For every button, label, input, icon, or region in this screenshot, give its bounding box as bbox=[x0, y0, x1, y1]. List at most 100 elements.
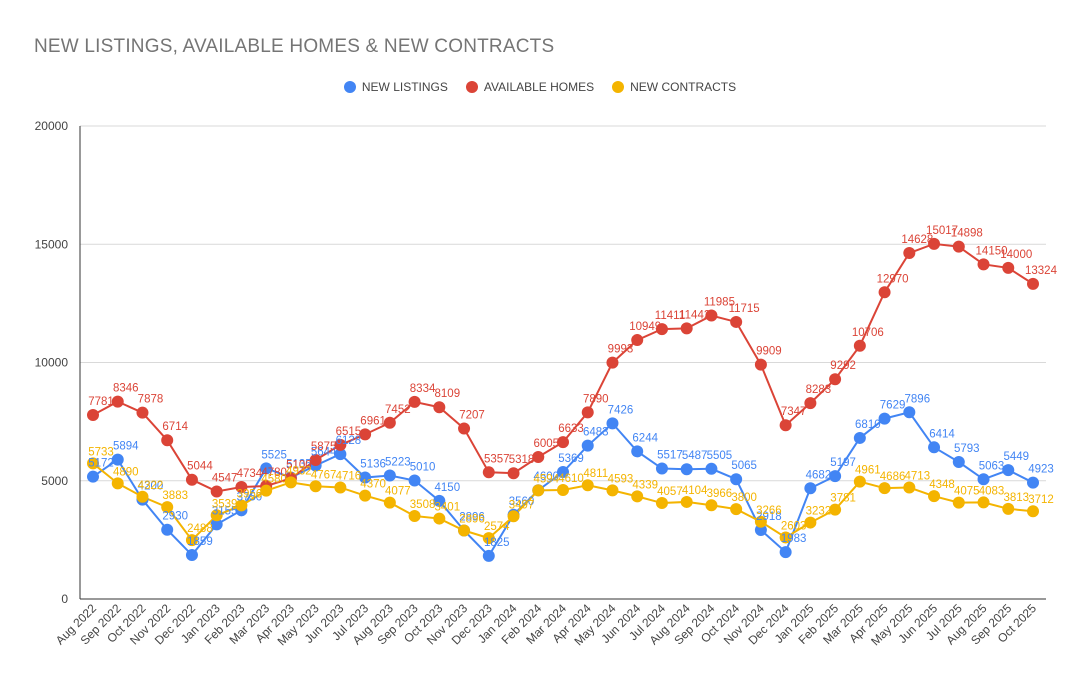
data-point bbox=[952, 240, 965, 253]
data-point bbox=[557, 436, 569, 449]
data-label: 6005 bbox=[533, 438, 559, 450]
data-label: 5223 bbox=[385, 456, 411, 468]
data-label: 11985 bbox=[704, 297, 735, 309]
data-point bbox=[655, 323, 668, 336]
data-label: 14000 bbox=[1000, 249, 1032, 261]
data-point bbox=[161, 501, 174, 514]
data-label: 11411 bbox=[655, 310, 685, 322]
data-label: 5136 bbox=[360, 459, 386, 471]
data-label: 5010 bbox=[410, 462, 436, 474]
data-point bbox=[507, 467, 520, 480]
data-label: 5517 bbox=[657, 450, 683, 462]
data-label: 5197 bbox=[830, 457, 856, 469]
data-label: 5894 bbox=[113, 441, 139, 453]
legend-swatch-new-listings bbox=[343, 81, 356, 93]
data-point bbox=[631, 334, 644, 347]
y-tick-label: 10000 bbox=[35, 356, 69, 370]
data-label: 4923 bbox=[1028, 464, 1054, 476]
data-label: 3401 bbox=[435, 502, 461, 514]
data-label: 5100 bbox=[286, 459, 312, 471]
data-label: 5135 bbox=[286, 459, 312, 471]
legend-item-available-homes[interactable]: AVAILABLE HOMES bbox=[465, 80, 594, 94]
chart-title: NEW LISTINGS, AVAILABLE HOMES & NEW CONT… bbox=[34, 36, 555, 57]
data-label: 4716 bbox=[336, 470, 362, 482]
data-point bbox=[284, 476, 297, 489]
data-label: 5875 bbox=[311, 441, 337, 453]
data-point bbox=[482, 532, 495, 545]
data-label: 7781 bbox=[88, 396, 114, 408]
data-label: 7629 bbox=[880, 400, 906, 412]
data-point bbox=[581, 406, 594, 419]
data-label: 14150 bbox=[976, 245, 1008, 257]
legend-item-new-contracts[interactable]: NEW CONTRACTS bbox=[612, 80, 736, 94]
data-point bbox=[754, 523, 767, 536]
data-label: 2603 bbox=[781, 520, 807, 532]
data-point bbox=[87, 470, 99, 483]
data-point bbox=[359, 428, 372, 441]
data-point bbox=[383, 416, 396, 429]
data-point bbox=[260, 462, 273, 475]
data-point bbox=[408, 510, 421, 523]
data-point bbox=[705, 309, 718, 322]
data-point bbox=[853, 431, 866, 444]
data-point bbox=[309, 454, 322, 467]
data-label: 6483 bbox=[583, 427, 609, 439]
data-point bbox=[482, 466, 495, 479]
data-point bbox=[408, 474, 421, 487]
data-point bbox=[507, 510, 520, 523]
data-point bbox=[878, 286, 891, 299]
data-label: 3266 bbox=[756, 505, 782, 517]
data-point bbox=[655, 497, 668, 510]
data-point bbox=[928, 237, 941, 250]
data-label: 7426 bbox=[608, 404, 634, 416]
data-label: 8283 bbox=[806, 384, 832, 396]
data-label: 2896 bbox=[459, 514, 485, 526]
data-point bbox=[1027, 505, 1039, 518]
data-point bbox=[309, 480, 322, 493]
data-label: 3560 bbox=[509, 496, 535, 508]
data-point bbox=[903, 247, 916, 260]
data-label: 8346 bbox=[113, 383, 139, 395]
data-label: 5525 bbox=[261, 449, 287, 461]
data-label: 5487 bbox=[682, 450, 708, 462]
data-point bbox=[581, 479, 594, 492]
data-label: 9993 bbox=[608, 344, 634, 356]
data-label: 4057 bbox=[657, 486, 683, 498]
data-label: 11442 bbox=[679, 309, 710, 321]
data-label: 3750 bbox=[237, 491, 263, 503]
data-label: 2896 bbox=[459, 512, 485, 524]
data-label: 4961 bbox=[855, 465, 881, 477]
data-label: 9292 bbox=[830, 360, 856, 372]
data-label: 4932 bbox=[286, 465, 312, 477]
data-label: 3508 bbox=[410, 499, 436, 511]
data-point bbox=[87, 457, 99, 470]
y-tick-label: 15000 bbox=[35, 237, 69, 251]
legend-label-new-contracts: NEW CONTRACTS bbox=[630, 80, 737, 94]
data-label: 5318 bbox=[509, 454, 535, 466]
data-point bbox=[754, 358, 767, 371]
data-label: 7207 bbox=[459, 410, 485, 422]
data-label: 10949 bbox=[629, 321, 661, 333]
data-point bbox=[977, 496, 990, 509]
data-point bbox=[779, 546, 792, 559]
data-label: 6810 bbox=[855, 419, 881, 431]
data-label: 5063 bbox=[979, 460, 1005, 472]
data-point bbox=[334, 481, 347, 494]
data-label: 4682 bbox=[806, 469, 832, 481]
data-point bbox=[928, 441, 941, 454]
data-label: 8334 bbox=[410, 383, 436, 395]
data-label: 9909 bbox=[756, 346, 782, 358]
data-point bbox=[804, 482, 817, 495]
data-label: 1983 bbox=[781, 533, 807, 545]
data-point bbox=[185, 549, 198, 562]
data-point bbox=[111, 453, 124, 466]
legend-item-new-listings[interactable]: NEW LISTINGS bbox=[343, 80, 448, 94]
chart-legend: NEW LISTINGS AVAILABLE HOMES NEW CONTRAC… bbox=[0, 80, 1080, 94]
data-label: 3539 bbox=[212, 498, 238, 510]
data-point bbox=[185, 534, 198, 547]
data-point bbox=[829, 470, 842, 483]
data-point bbox=[458, 422, 471, 435]
y-tick-label: 0 bbox=[61, 592, 68, 606]
data-point bbox=[161, 523, 174, 536]
data-label: 7452 bbox=[385, 404, 411, 416]
